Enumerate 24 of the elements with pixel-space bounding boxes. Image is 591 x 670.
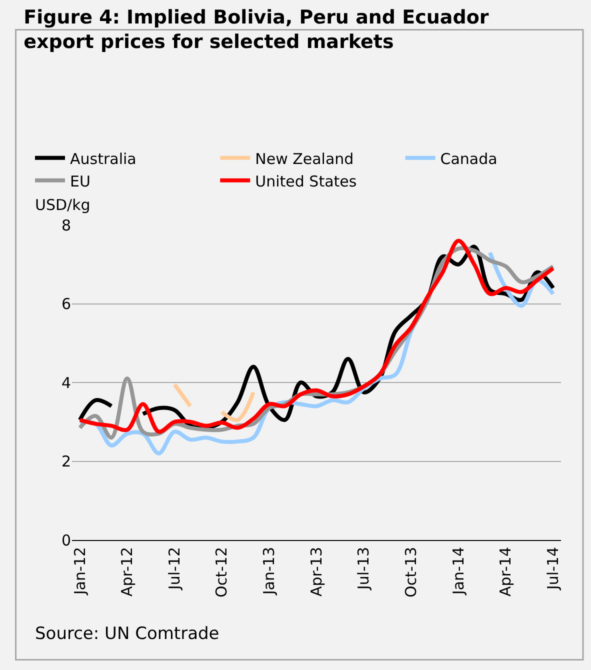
legend-label: Australia — [70, 150, 136, 168]
legend-label: EU — [70, 172, 90, 190]
y-tick-label: 0 — [61, 531, 71, 550]
source-note: Source: UN Comtrade — [35, 624, 220, 644]
y-tick-label: 4 — [61, 374, 71, 392]
x-tick-label: Jan-13 — [260, 547, 278, 596]
y-axis-title: USD/kg — [35, 196, 90, 214]
chart-title: Figure 4: Implied Bolivia, Peru and Ecuador export prices for selected markets — [24, 6, 490, 54]
x-tick-label: Jul-14 — [544, 547, 562, 591]
y-tick-label: 2 — [61, 452, 71, 470]
x-tick-label: Apr-14 — [496, 547, 515, 596]
x-tick-label: Jul-13 — [354, 547, 373, 591]
legend-label: Canada — [440, 150, 498, 168]
y-tick-label: 6 — [61, 295, 71, 313]
x-tick-label: Oct-13 — [402, 547, 420, 598]
x-tick-label: Apr-13 — [307, 547, 326, 596]
y-tick-label: 8 — [61, 216, 71, 234]
x-tick-label: Jul-12 — [165, 547, 184, 591]
x-tick-label: Apr-12 — [118, 547, 136, 596]
x-tick-label: Oct-12 — [212, 547, 231, 598]
x-tick-label: Jan-14 — [449, 547, 468, 596]
legend-label: United States — [255, 172, 357, 190]
legend-label: New Zealand — [255, 150, 354, 168]
x-tick-label: Jan-12 — [70, 547, 89, 596]
